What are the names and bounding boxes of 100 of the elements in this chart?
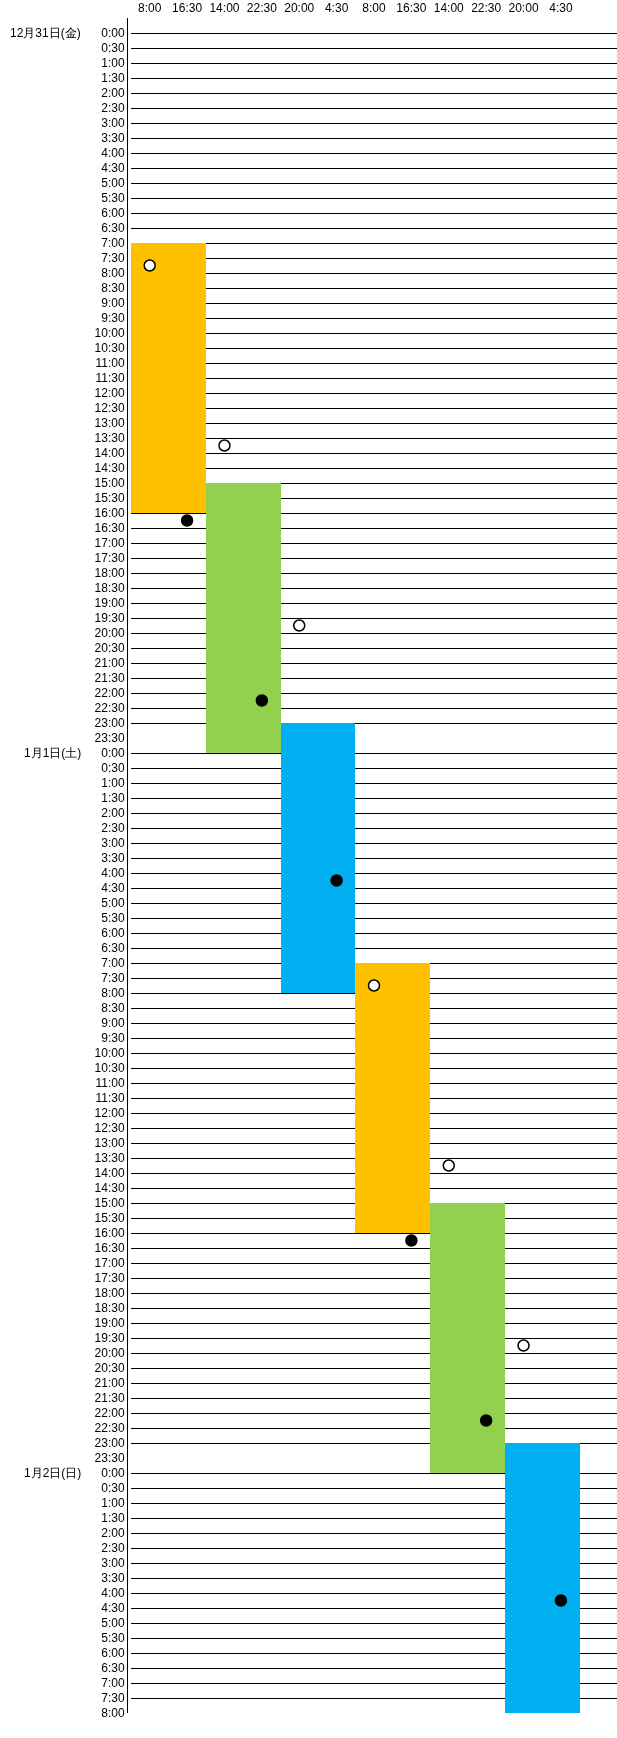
y-tick-label: 15:30: [94, 1211, 125, 1226]
y-tick-label: 1:00: [101, 56, 125, 71]
x-tick-label: 4:30: [324, 0, 349, 15]
y-tick-label: 19:00: [94, 596, 125, 611]
text: 1月2日(日): [24, 1466, 82, 1480]
y-tick-label: 7:30: [101, 251, 125, 266]
y-tick-label: 3:30: [101, 131, 125, 146]
point: [479, 1414, 493, 1427]
y-tick-label: 18:30: [94, 1301, 125, 1316]
y-tick-label: 5:00: [101, 1616, 125, 1631]
y-tick-label: 19:30: [94, 1331, 125, 1346]
y-tick-label: 3:00: [101, 836, 125, 851]
point: [292, 619, 306, 632]
y-tick-label: 14:00: [94, 446, 125, 461]
y-tick-label: 19:30: [94, 611, 125, 626]
point: [330, 874, 343, 887]
point: [218, 439, 231, 452]
y-tick-label: 5:30: [101, 1631, 125, 1646]
y-tick-label: 18:00: [94, 1286, 125, 1301]
y-tick-label: 3:30: [101, 1571, 125, 1586]
y-tick-label: 0:30: [101, 761, 125, 776]
y-tick-label: 0:00: [101, 26, 125, 41]
y-tick-label: 10:30: [94, 341, 125, 356]
point: [517, 1339, 530, 1352]
x-tick-label: 4:30: [549, 0, 573, 15]
y-tick-label: 21:00: [94, 1376, 125, 1391]
y-tick-label: 0:30: [101, 1481, 125, 1496]
y-tick-label: 21:00: [94, 656, 125, 671]
y-tick-label: 13:30: [94, 431, 125, 446]
y-tick-label: 21:30: [94, 1391, 125, 1406]
y-tick-label: 12:00: [94, 386, 125, 401]
y-tick-label: 4:00: [101, 146, 125, 161]
y-tick-label: 6:00: [101, 926, 125, 941]
y-tick-label: 14:30: [94, 1181, 125, 1196]
y-tick-label: 7:00: [101, 236, 125, 251]
y-tick-label: 23:00: [94, 716, 125, 731]
y-tick-label: 5:30: [101, 911, 125, 926]
y-tick-label: 23:30: [94, 1451, 125, 1466]
y-tick-label: 11:30: [95, 371, 125, 386]
y-tick-label: 19:00: [94, 1316, 125, 1331]
y-tick-label: 5:00: [101, 176, 125, 191]
x-tick-label: 22:30: [246, 0, 278, 15]
y-tick-label: 4:00: [101, 1586, 125, 1601]
y-tick-label: 4:00: [101, 866, 125, 881]
y-tick-label: 23:00: [94, 1436, 125, 1451]
y-tick-label: 8:00: [101, 1706, 125, 1721]
y-tick-label: 17:30: [94, 1271, 125, 1286]
y-tick-label: 3:00: [101, 116, 125, 131]
x-tick-label: 20:00: [508, 0, 539, 15]
y-tick-label: 1:30: [101, 71, 125, 86]
y-tick-label: 7:00: [101, 956, 125, 971]
y-tick-label: 13:00: [94, 1136, 125, 1151]
y-tick-label: 5:00: [101, 896, 125, 911]
x-tick-label: 8:00: [138, 0, 162, 15]
y-tick-label: 14:00: [94, 1166, 125, 1181]
y-tick-label: 16:00: [94, 506, 125, 521]
y-tick-label: 12:30: [94, 1121, 125, 1136]
y-tick-label: 11:30: [95, 1091, 125, 1106]
y-tick-label: 13:30: [94, 1151, 125, 1166]
y-tick-label: 16:00: [94, 1226, 125, 1241]
y-tick-label: 22:00: [94, 686, 125, 701]
y-tick-label: 20:00: [94, 626, 125, 641]
y-tick-label: 6:30: [101, 1661, 125, 1676]
point: [143, 259, 156, 272]
point: [255, 694, 269, 707]
y-tick-label: 16:30: [94, 521, 125, 536]
y-tick-label: 2:30: [101, 1541, 125, 1556]
x-tick-label: 16:30: [396, 0, 427, 15]
y-tick-label: 10:30: [94, 1061, 125, 1076]
y-tick-label: 17:30: [94, 551, 125, 566]
y-tick-label: 4:30: [101, 161, 125, 176]
y-tick-label: 9:30: [101, 1031, 125, 1046]
y-tick-label: 9:30: [101, 311, 125, 326]
x-tick-label: 14:00: [433, 0, 465, 15]
y-tick-label: 17:00: [94, 1256, 125, 1271]
y-tick-label: 1:30: [101, 1511, 125, 1526]
x-tick-label: 20:00: [284, 0, 315, 15]
y-tick-label: 15:30: [94, 491, 125, 506]
y-tick-label: 12:30: [94, 401, 125, 416]
point: [442, 1159, 456, 1172]
y-tick-label: 7:30: [101, 1691, 125, 1706]
y-tick-label: 8:00: [101, 986, 125, 1001]
y-tick-label: 20:30: [94, 1361, 125, 1376]
y-tick-label: 12:00: [94, 1106, 125, 1121]
y-tick-label: 11:00: [95, 1076, 125, 1091]
y-tick-label: 6:30: [101, 941, 125, 956]
y-tick-label: 18:30: [94, 581, 125, 596]
y-tick-label: 14:30: [94, 461, 125, 476]
point: [405, 1234, 418, 1247]
y-tick-label: 10:00: [94, 326, 125, 341]
y-tick-label: 22:30: [94, 701, 125, 716]
y-tick-label: 9:00: [101, 296, 125, 311]
y-tick-label: 4:30: [101, 1601, 125, 1616]
y-tick-label: 8:30: [101, 1001, 125, 1016]
x-tick-label: 8:00: [362, 0, 386, 15]
y-tick-label: 15:00: [94, 476, 125, 491]
y-tick-label: 17:00: [94, 536, 125, 551]
y-tick-label: 6:00: [101, 1646, 125, 1661]
y-tick-label: 7:30: [101, 971, 125, 986]
x-tick-label: 16:30: [172, 0, 203, 15]
